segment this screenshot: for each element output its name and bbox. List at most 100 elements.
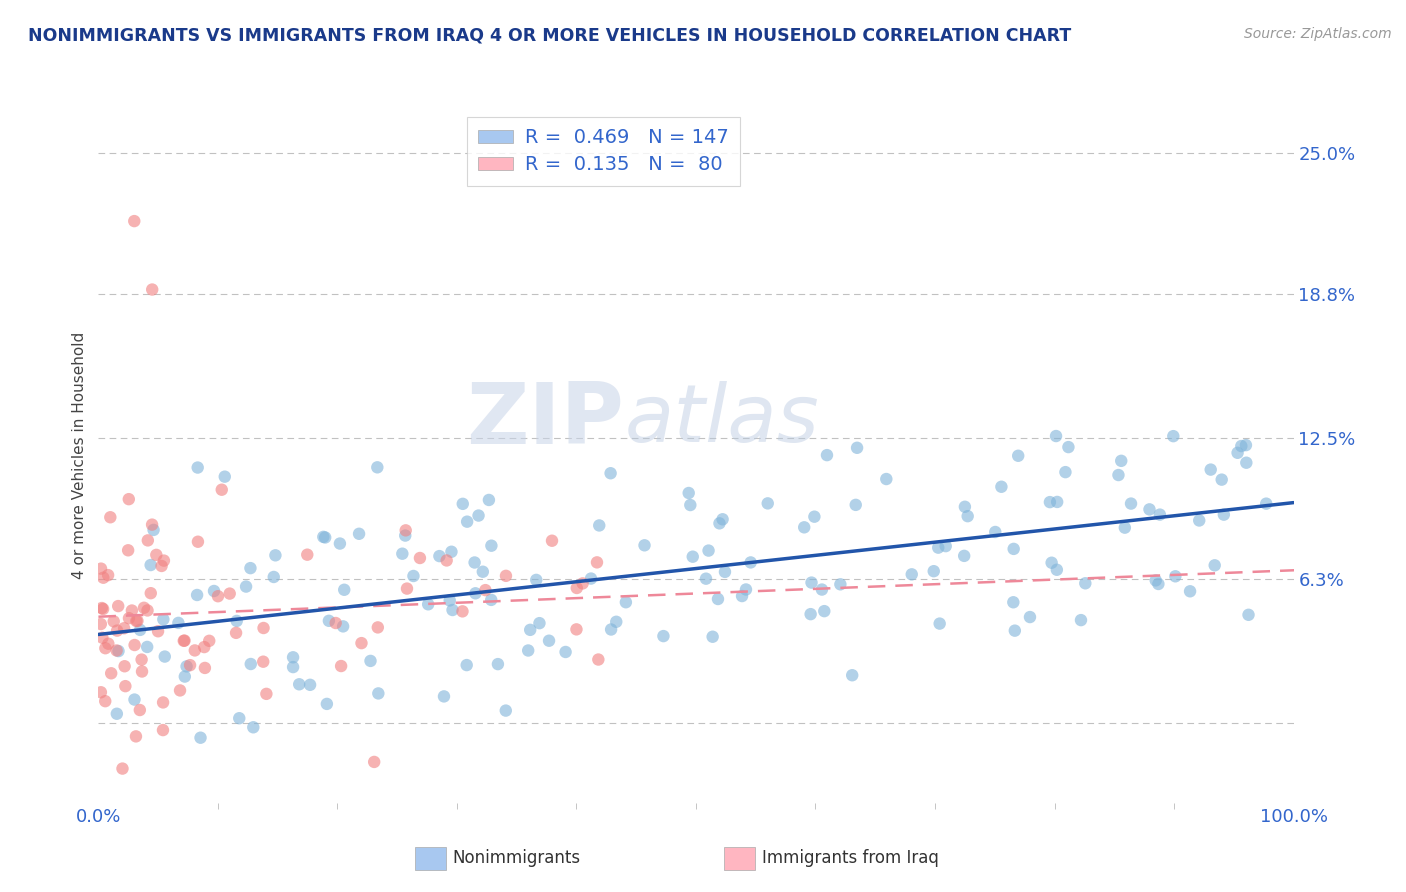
Point bbox=[1163, 429, 1185, 443]
Point bbox=[875, 472, 897, 486]
Point bbox=[1256, 497, 1278, 511]
Point bbox=[315, 697, 337, 711]
Point bbox=[184, 643, 207, 657]
Point bbox=[433, 690, 456, 704]
Point bbox=[652, 629, 675, 643]
Point bbox=[529, 616, 551, 631]
Point bbox=[517, 643, 540, 657]
Point bbox=[697, 543, 720, 558]
Point bbox=[1002, 595, 1025, 609]
Point bbox=[100, 666, 122, 681]
Point bbox=[735, 582, 758, 597]
Point bbox=[1119, 497, 1142, 511]
Point bbox=[124, 692, 146, 706]
Point bbox=[142, 523, 165, 537]
Point bbox=[599, 467, 621, 481]
Point bbox=[456, 515, 478, 529]
Point bbox=[350, 636, 373, 650]
Point bbox=[845, 498, 868, 512]
Point bbox=[90, 617, 112, 632]
Point bbox=[136, 533, 159, 548]
Point bbox=[242, 720, 264, 734]
Point bbox=[114, 679, 136, 693]
Point bbox=[153, 553, 176, 567]
Point bbox=[131, 652, 153, 666]
Point bbox=[471, 565, 494, 579]
Point bbox=[394, 528, 416, 542]
Point bbox=[264, 549, 287, 563]
Point bbox=[263, 570, 285, 584]
Point bbox=[152, 723, 174, 737]
Point bbox=[252, 655, 274, 669]
Point bbox=[1007, 449, 1029, 463]
Point bbox=[94, 641, 117, 656]
Point bbox=[605, 615, 627, 629]
Point bbox=[409, 551, 432, 566]
Point bbox=[1045, 429, 1067, 443]
Point bbox=[846, 441, 869, 455]
Point bbox=[118, 492, 141, 507]
Point bbox=[451, 497, 474, 511]
Point bbox=[614, 595, 637, 609]
Point bbox=[565, 581, 588, 595]
Point bbox=[127, 614, 149, 628]
Point bbox=[429, 549, 451, 563]
Point bbox=[360, 654, 382, 668]
Text: ZIP: ZIP bbox=[467, 378, 624, 462]
Point bbox=[1107, 468, 1129, 483]
Point bbox=[363, 755, 385, 769]
Point bbox=[299, 678, 322, 692]
Point bbox=[1139, 502, 1161, 516]
Point bbox=[1178, 584, 1201, 599]
Point bbox=[218, 586, 240, 600]
Point bbox=[124, 214, 146, 228]
Point bbox=[519, 623, 541, 637]
Text: Immigrants from Iraq: Immigrants from Iraq bbox=[762, 849, 939, 867]
Point bbox=[366, 460, 388, 475]
Point bbox=[554, 645, 576, 659]
Point bbox=[464, 556, 486, 570]
Point bbox=[91, 571, 114, 585]
Point bbox=[173, 633, 195, 648]
Point bbox=[329, 536, 352, 550]
Point bbox=[714, 565, 737, 579]
Point bbox=[332, 619, 354, 633]
Point bbox=[214, 469, 236, 483]
Text: Nonimmigrants: Nonimmigrants bbox=[453, 849, 581, 867]
Point bbox=[97, 568, 120, 582]
Point bbox=[1046, 495, 1069, 509]
Point bbox=[709, 516, 731, 531]
Point bbox=[207, 589, 229, 603]
Point bbox=[141, 283, 163, 297]
Point bbox=[524, 573, 547, 587]
Point bbox=[105, 624, 128, 638]
Point bbox=[198, 633, 221, 648]
Point bbox=[347, 526, 370, 541]
Point bbox=[132, 600, 155, 615]
Point bbox=[537, 633, 560, 648]
Point bbox=[811, 582, 834, 597]
Point bbox=[193, 640, 215, 654]
Point bbox=[186, 588, 208, 602]
Point bbox=[633, 538, 655, 552]
Point bbox=[98, 510, 121, 524]
Point bbox=[953, 500, 976, 514]
Point bbox=[167, 615, 190, 630]
Point bbox=[173, 669, 195, 683]
Point bbox=[97, 637, 120, 651]
Point bbox=[107, 644, 129, 658]
Point bbox=[152, 695, 174, 709]
Point bbox=[702, 630, 724, 644]
Point bbox=[956, 509, 979, 524]
Point bbox=[740, 556, 762, 570]
Point bbox=[495, 704, 517, 718]
Point bbox=[125, 730, 148, 744]
Point bbox=[731, 589, 754, 603]
Point bbox=[395, 582, 418, 596]
Point bbox=[682, 549, 704, 564]
Point bbox=[281, 650, 304, 665]
Point bbox=[131, 665, 153, 679]
Point bbox=[1109, 454, 1132, 468]
Point bbox=[141, 517, 163, 532]
Point bbox=[841, 668, 863, 682]
